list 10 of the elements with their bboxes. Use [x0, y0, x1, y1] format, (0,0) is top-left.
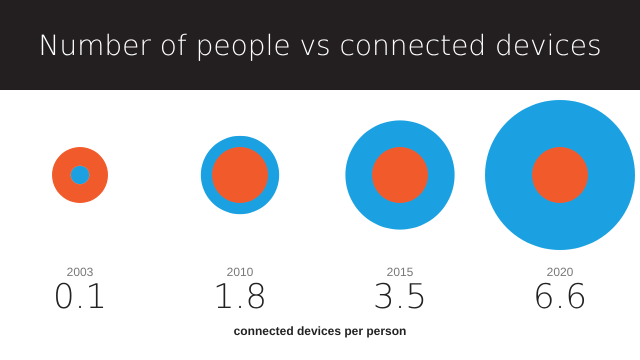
- category-label: 2010: [226, 265, 254, 279]
- text: connected devices per person: [234, 324, 406, 338]
- category-label: 2015: [386, 265, 414, 279]
- data-label: 3.5: [372, 277, 428, 317]
- text: Number of people vs connected devices: [0, 0, 640, 90]
- data-label: 1.8: [212, 277, 268, 317]
- data-label: 6.6: [532, 277, 588, 317]
- data-label: 0.1: [52, 277, 108, 317]
- category-label: 2003: [66, 265, 94, 279]
- category-label: 2020: [546, 265, 574, 279]
